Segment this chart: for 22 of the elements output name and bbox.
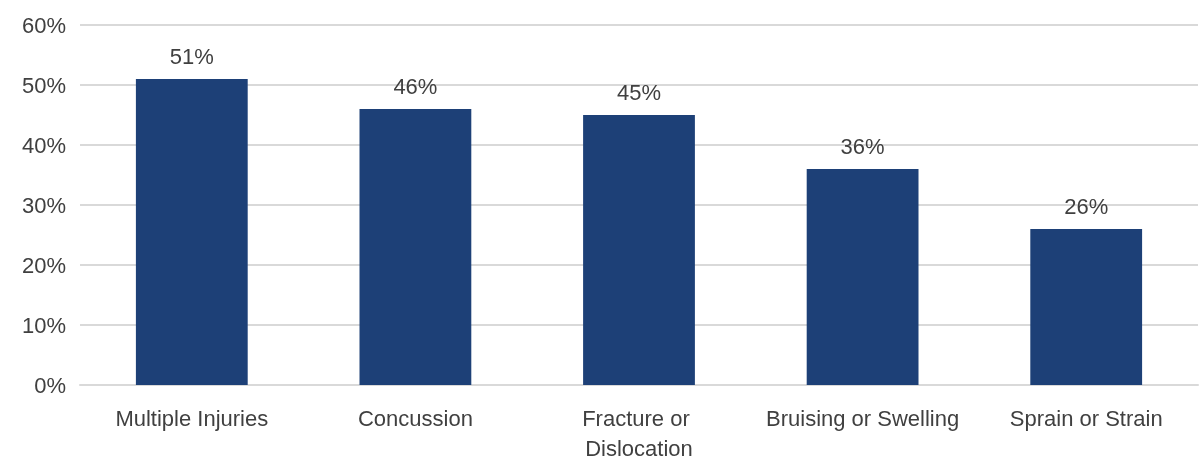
- bar: [135, 79, 248, 385]
- bar: [806, 169, 919, 385]
- data-label: 26%: [1064, 193, 1109, 219]
- y-tick-label: 0%: [34, 372, 66, 398]
- data-label: 46%: [393, 73, 438, 99]
- y-tick-label: 60%: [21, 12, 66, 38]
- y-tick-label: 10%: [21, 312, 66, 338]
- data-label: 51%: [169, 43, 214, 69]
- data-label: 36%: [840, 133, 885, 159]
- bar: [359, 109, 472, 385]
- y-tick-label: 50%: [21, 72, 66, 98]
- y-tick-label: 30%: [21, 192, 66, 218]
- x-tick-label: Concussion: [357, 405, 473, 431]
- data-label: 45%: [616, 79, 662, 105]
- y-tick-label: 40%: [21, 132, 66, 158]
- x-tick-label: Multiple Injuries: [115, 405, 269, 431]
- x-tick-label: Sprain or Strain: [1009, 405, 1163, 431]
- bar: [1030, 229, 1143, 385]
- x-tick-label: Bruising or Swelling: [766, 405, 960, 431]
- bar: [583, 115, 695, 385]
- x-tick-label: Fracture or Dislocation: [582, 405, 696, 461]
- y-tick-label: 20%: [21, 252, 66, 278]
